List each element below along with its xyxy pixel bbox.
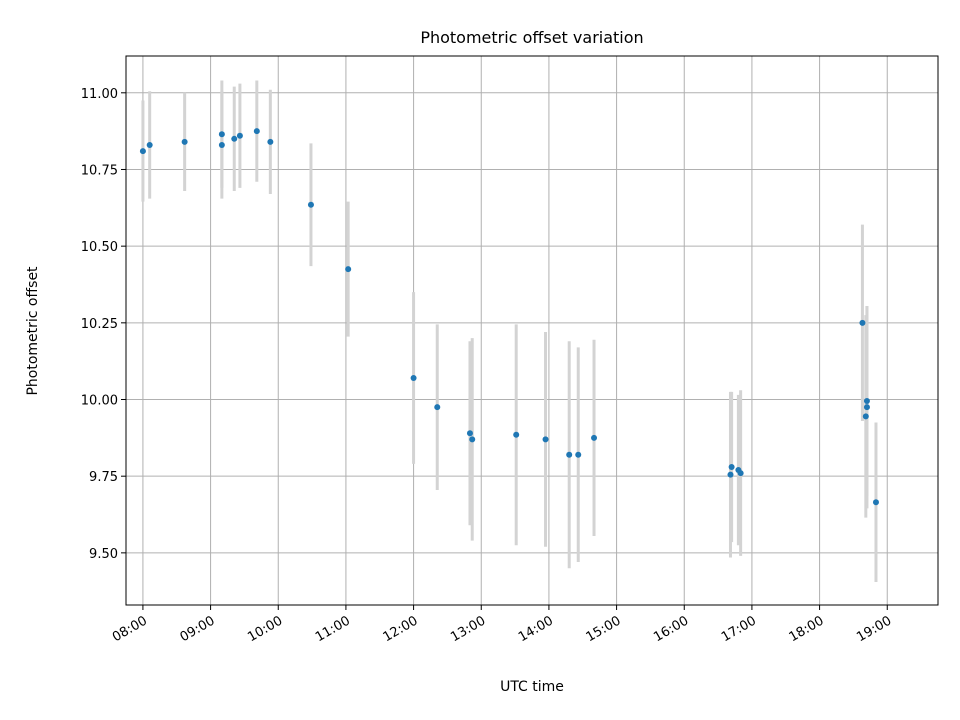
y-tick-label: 11.00	[81, 87, 118, 102]
data-point	[410, 375, 417, 382]
data-point	[307, 201, 314, 208]
data-point	[466, 430, 473, 437]
plot-frame	[125, 55, 939, 606]
x-tick-label: 10:00	[245, 613, 285, 645]
chart-title: Photometric offset variation	[420, 28, 643, 47]
data-points	[139, 128, 879, 506]
data-point	[513, 431, 520, 438]
data-point	[181, 138, 188, 145]
data-point	[542, 436, 549, 443]
data-point	[267, 138, 274, 145]
y-tick-label: 10.50	[81, 240, 118, 255]
data-point	[218, 131, 225, 138]
data-point	[218, 141, 225, 148]
x-tick-label: 15:00	[584, 613, 624, 645]
data-point	[236, 132, 243, 139]
data-point	[862, 413, 869, 420]
data-point	[345, 266, 352, 273]
data-point	[566, 451, 573, 458]
data-point	[253, 128, 260, 135]
data-point	[727, 471, 734, 478]
x-tick-label: 16:00	[651, 613, 691, 645]
data-point	[575, 451, 582, 458]
x-axis-label: UTC time	[500, 679, 564, 695]
y-tick-label: 9.50	[89, 547, 118, 562]
data-point	[859, 319, 866, 326]
data-point	[434, 404, 441, 411]
data-point	[863, 398, 870, 405]
data-point	[469, 436, 476, 443]
error-bars	[141, 80, 878, 582]
data-point	[728, 463, 735, 470]
x-tick-label: 08:00	[110, 613, 150, 645]
data-point	[146, 141, 153, 148]
y-axis-ticks: 9.50 9.75 10.00 10.25 10.50 10.75 11.00	[81, 87, 126, 562]
data-point	[863, 404, 870, 411]
data-point	[231, 135, 238, 142]
data-point	[139, 148, 146, 155]
x-tick-label: 18:00	[787, 613, 827, 645]
y-tick-label: 10.00	[81, 394, 118, 409]
x-tick-label: 12:00	[381, 613, 421, 645]
data-point	[591, 434, 598, 441]
x-tick-label: 09:00	[178, 613, 218, 645]
x-tick-label: 11:00	[313, 613, 353, 645]
y-tick-label: 10.25	[81, 317, 118, 332]
x-tick-label: 14:00	[516, 613, 556, 645]
y-tick-label: 10.75	[81, 163, 118, 178]
y-tick-label: 9.75	[89, 470, 118, 485]
x-tick-label: 13:00	[448, 613, 488, 645]
data-point	[737, 470, 744, 477]
data-point	[872, 499, 879, 506]
x-tick-label: 17:00	[719, 613, 759, 645]
x-axis-ticks: 08:00 09:00 10:00 11:00 12:00 13:00 14:00 15:00…	[110, 605, 894, 645]
grid-lines	[126, 56, 938, 605]
x-tick-label: 19:00	[854, 613, 894, 645]
y-axis-label: Photometric offset	[25, 266, 41, 396]
